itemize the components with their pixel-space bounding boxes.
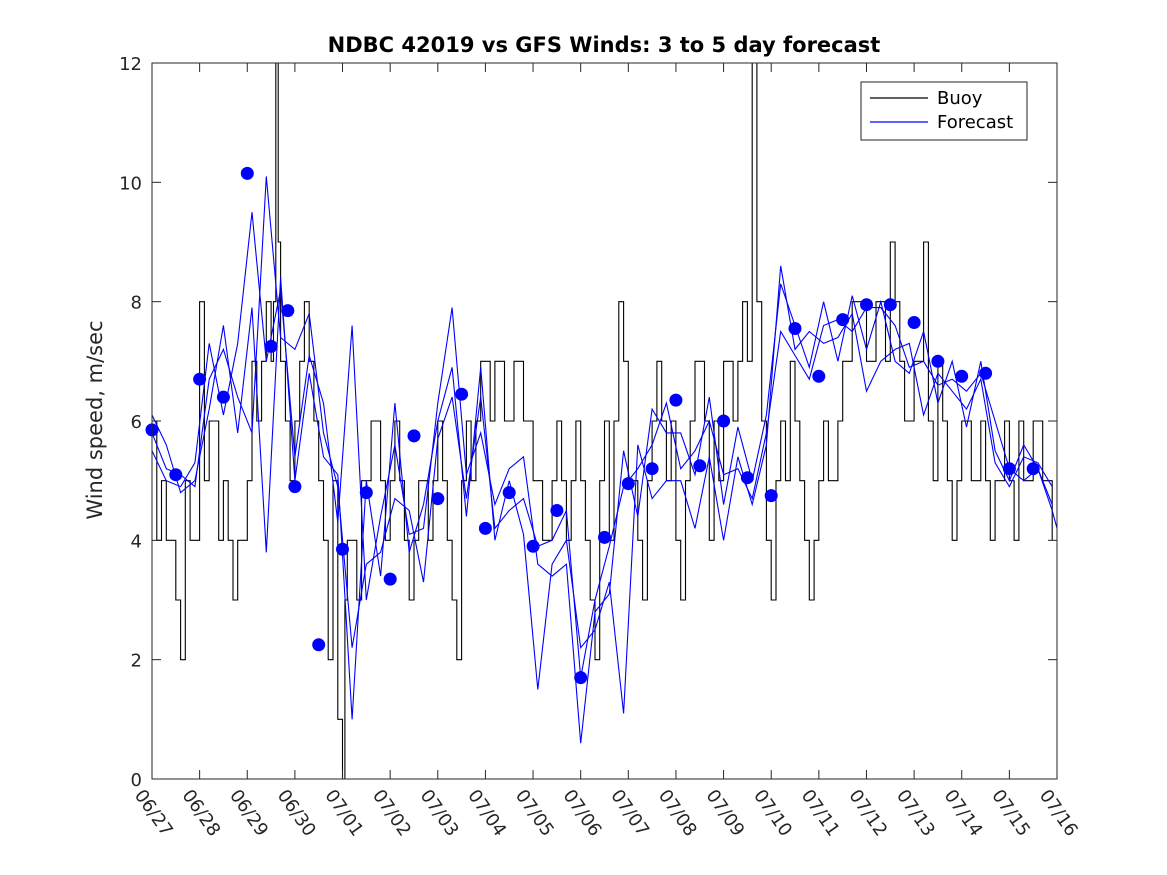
forecast-point — [860, 298, 873, 312]
forecast-point — [788, 322, 802, 335]
legend-forecast-label: Forecast — [937, 112, 1013, 133]
forecast-point — [812, 369, 826, 383]
forecast-point — [645, 462, 659, 476]
forecast-point — [455, 387, 469, 401]
y-tick-label: 10 — [119, 173, 142, 194]
forecast-point — [574, 671, 588, 685]
forecast-point — [336, 542, 349, 556]
legend: Buoy Forecast — [860, 81, 1028, 141]
x-tick-label: 07/11 — [797, 786, 844, 841]
x-tick-label: 06/28 — [178, 786, 225, 841]
x-tick-label: 07/16 — [1035, 786, 1082, 841]
x-tick-label: 07/08 — [654, 786, 701, 841]
x-tick-label: 07/09 — [701, 786, 748, 841]
y-tick-label: 4 — [131, 531, 142, 552]
forecast-point — [526, 539, 540, 553]
forecast-marker-layer — [145, 166, 1040, 685]
y-tick-label: 0 — [131, 770, 142, 791]
forecast-point — [431, 492, 445, 506]
y-tick-label: 8 — [131, 293, 142, 314]
forecast-point — [264, 339, 278, 353]
forecast-point — [288, 480, 302, 494]
forecast-point — [478, 521, 492, 535]
forecast-point — [359, 486, 373, 500]
forecast-series-line-3 — [151, 265, 1053, 720]
x-tick-label: 07/07 — [606, 786, 653, 841]
forecast-series-line-2 — [151, 212, 1053, 744]
y-axis-label: Wind speed, m/sec — [83, 320, 107, 519]
forecast-point — [598, 530, 611, 544]
x-tick-label: 07/12 — [844, 786, 891, 841]
legend-box — [860, 81, 1028, 141]
forecast-point — [740, 471, 754, 485]
x-tick-label: 07/15 — [987, 786, 1034, 841]
forecast-point — [693, 459, 707, 473]
x-tick-label: 07/14 — [940, 786, 987, 841]
legend-buoy-label: Buoy — [937, 88, 983, 109]
forecast-point — [621, 477, 635, 491]
forecast-point — [407, 429, 421, 443]
forecast-point — [193, 372, 207, 386]
chart-title: NDBC 42019 vs GFS Winds: 3 to 5 day fore… — [328, 33, 881, 57]
y-tick-label: 6 — [131, 412, 142, 433]
forecast-point — [883, 298, 897, 312]
forecast-layer — [151, 176, 1058, 744]
forecast-point — [550, 504, 564, 517]
forecast-point — [931, 354, 945, 368]
forecast-point — [281, 304, 295, 318]
y-tick-label: 2 — [131, 651, 142, 672]
forecast-point — [764, 489, 778, 503]
forecast-point — [955, 369, 969, 383]
x-tick-label: 07/10 — [749, 786, 796, 841]
x-tick-label: 07/05 — [511, 786, 558, 841]
forecast-point — [383, 572, 397, 586]
forecast-point — [907, 316, 921, 329]
x-tick-label: 07/02 — [368, 786, 415, 841]
x-tick-label: 07/03 — [416, 786, 463, 841]
forecast-point — [1002, 462, 1016, 476]
forecast-point — [836, 313, 850, 327]
x-tick-label: 06/27 — [130, 786, 177, 841]
y-tick-label: 12 — [119, 54, 142, 75]
forecast-point — [169, 468, 183, 482]
forecast-point — [312, 638, 326, 652]
x-tick-label: 06/30 — [273, 786, 320, 841]
y-axis: 0 2 4 6 8 10 12 — [119, 54, 1057, 791]
x-tick-label: 07/01 — [320, 786, 367, 841]
forecast-point — [216, 390, 230, 404]
x-tick-label: 06/29 — [225, 786, 272, 841]
forecast-point — [1026, 462, 1040, 476]
forecast-point — [669, 393, 683, 407]
forecast-point — [240, 166, 254, 180]
x-tick-label: 07/06 — [559, 786, 606, 841]
forecast-point — [979, 366, 993, 380]
forecast-point — [502, 486, 516, 500]
x-tick-label: 07/13 — [892, 786, 939, 841]
forecast-point — [717, 414, 731, 428]
x-tick-label: 07/04 — [463, 786, 510, 841]
